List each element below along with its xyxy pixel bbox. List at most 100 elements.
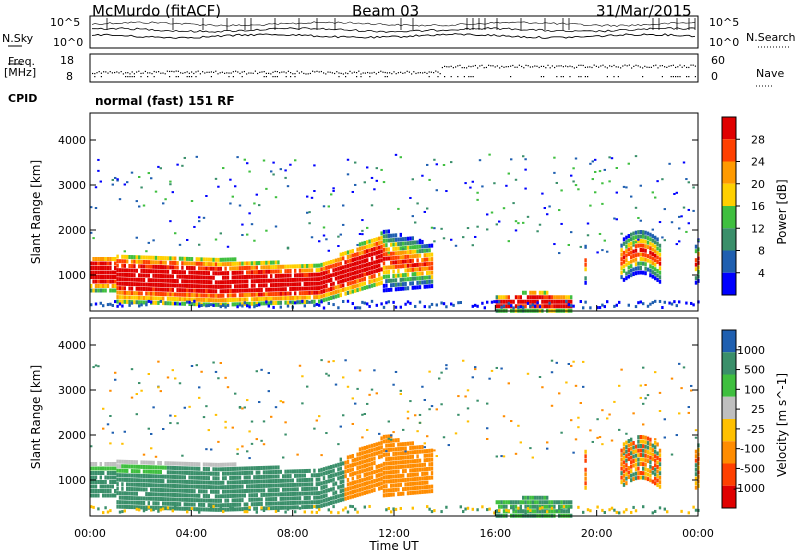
ground-cell <box>116 304 119 308</box>
data-cell <box>546 504 549 509</box>
data-cell <box>140 291 143 296</box>
ground-cell <box>690 301 693 305</box>
data-cell <box>114 284 117 288</box>
freq-dot <box>160 72 162 74</box>
nave-dot <box>285 76 287 78</box>
scatter-cell <box>462 236 465 239</box>
data-cell <box>301 273 304 278</box>
data-cell <box>195 297 198 302</box>
data-cell <box>310 299 314 304</box>
ground-cell <box>164 506 167 510</box>
data-cell <box>373 483 376 488</box>
data-cell <box>188 279 191 284</box>
ground-cell <box>517 506 520 510</box>
ground-cell <box>493 300 496 304</box>
data-cell <box>414 254 417 259</box>
scatter-cell <box>440 371 443 374</box>
data-cell <box>308 295 311 300</box>
data-cell <box>428 248 431 253</box>
data-cell <box>241 288 244 293</box>
data-cell <box>234 502 237 507</box>
data-cell <box>272 488 275 493</box>
data-cell <box>536 295 539 300</box>
data-cell <box>222 471 225 476</box>
data-cell <box>649 460 652 465</box>
ground-cell <box>102 511 105 515</box>
data-cell <box>222 275 225 280</box>
data-cell <box>226 480 230 485</box>
data-cell <box>349 290 352 295</box>
data-cell <box>198 279 201 284</box>
noise-right-tick-bottom: 10^0 <box>709 36 740 49</box>
scatter-cell <box>634 241 638 244</box>
data-cell <box>332 464 335 469</box>
scatter-cell <box>601 443 604 446</box>
data-cell <box>212 467 215 472</box>
data-cell <box>327 269 330 274</box>
data-cell <box>310 272 314 277</box>
freq-dot <box>694 65 696 67</box>
data-cell <box>358 251 362 256</box>
scatter-cell <box>190 200 194 203</box>
ground-cell <box>639 300 642 304</box>
scatter-cell <box>118 198 122 201</box>
data-cell <box>639 261 642 266</box>
data-cell <box>121 254 124 259</box>
data-cell <box>310 473 314 478</box>
data-cell <box>111 480 114 484</box>
scatter-cell <box>162 202 165 205</box>
data-cell <box>630 446 633 451</box>
data-cell <box>627 270 630 275</box>
data-cell <box>337 467 340 472</box>
scatter-cell <box>370 388 374 391</box>
freq-dot <box>232 71 234 73</box>
data-cell <box>642 448 645 453</box>
data-cell <box>214 489 218 494</box>
data-cell <box>159 260 162 265</box>
data-cell <box>133 291 136 296</box>
data-cell <box>327 278 330 283</box>
data-cell <box>133 273 136 278</box>
data-cell <box>385 283 388 288</box>
data-cell <box>318 299 321 304</box>
data-cell <box>138 264 141 269</box>
data-cell <box>416 454 419 459</box>
data-cell <box>174 279 177 284</box>
data-cell <box>627 470 630 475</box>
data-cell <box>423 257 426 262</box>
data-cell <box>140 464 143 469</box>
scatter-cell <box>138 175 141 178</box>
data-cell <box>308 482 311 487</box>
data-cell <box>313 495 316 500</box>
colorbar-segment <box>722 161 736 184</box>
data-cell <box>411 272 414 277</box>
data-cell <box>543 500 546 505</box>
data-cell <box>255 265 258 270</box>
data-cell <box>186 283 189 288</box>
data-cell <box>130 487 134 492</box>
data-cell <box>387 461 390 466</box>
data-cell <box>694 463 698 468</box>
data-cell <box>212 480 215 485</box>
data-cell <box>387 474 390 479</box>
data-cell <box>277 465 280 470</box>
data-cell <box>394 251 398 256</box>
data-cell <box>243 284 246 289</box>
data-cell <box>147 287 150 292</box>
freq-dot <box>505 66 507 68</box>
data-cell <box>159 465 162 470</box>
data-cell <box>402 264 405 269</box>
data-cell <box>174 297 177 302</box>
data-cell <box>361 268 364 273</box>
data-cell <box>385 443 388 448</box>
data-cell <box>630 460 633 465</box>
freq-dot <box>272 71 274 73</box>
data-cell <box>226 498 230 503</box>
data-cell <box>198 484 201 489</box>
data-cell <box>142 487 146 492</box>
data-cell <box>118 491 122 496</box>
data-cell <box>387 452 390 457</box>
data-cell <box>382 434 386 439</box>
scatter-cell <box>116 179 119 182</box>
data-cell <box>104 275 107 279</box>
